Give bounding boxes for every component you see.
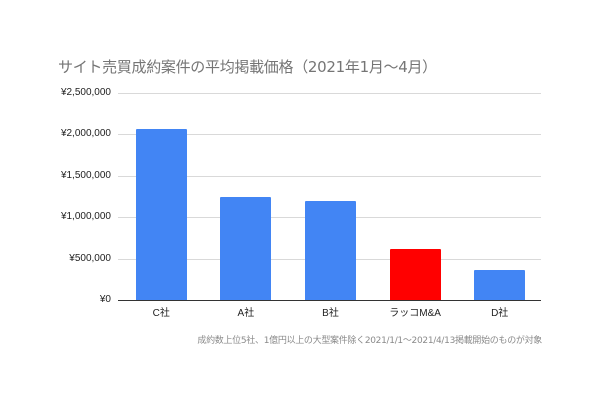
bar-3[interactable]	[389, 248, 441, 300]
x-axis-line	[118, 300, 541, 301]
gridline	[118, 93, 541, 94]
bar-1[interactable]	[220, 196, 272, 300]
bar-0[interactable]	[135, 129, 187, 300]
y-tick-label: ¥0	[99, 294, 111, 305]
y-tick-label: ¥1,000,000	[60, 211, 111, 223]
y-tick-label: ¥1,500,000	[60, 169, 111, 181]
y-tick-label: ¥2,000,000	[60, 128, 111, 140]
x-tick-label: B社	[322, 308, 339, 319]
gridline	[118, 175, 541, 177]
y-tick-label: ¥500,000	[69, 252, 111, 264]
x-tick-label: ラッコM&A	[389, 308, 441, 319]
bar-4[interactable]	[474, 270, 526, 300]
gridline	[118, 134, 541, 136]
x-tick-label: C社	[152, 308, 170, 319]
x-tick-label: A社	[237, 308, 255, 319]
bar-2[interactable]	[305, 201, 356, 300]
chart-footnote: 成約数上位5社、1億円以上の大型案件除く2021/1/1〜2021/4/13掲載…	[197, 336, 542, 346]
y-tick-label: ¥2,500,000	[60, 87, 111, 98]
chart-title: サイト売買成約案件の平均掲載価格（2021年1月〜4月）	[58, 58, 437, 76]
x-tick-label: D社	[491, 308, 509, 319]
plot-area: ¥0 ¥500,000 ¥1,000,000 ¥1,500,000 ¥2,000,000…	[61, 87, 541, 319]
